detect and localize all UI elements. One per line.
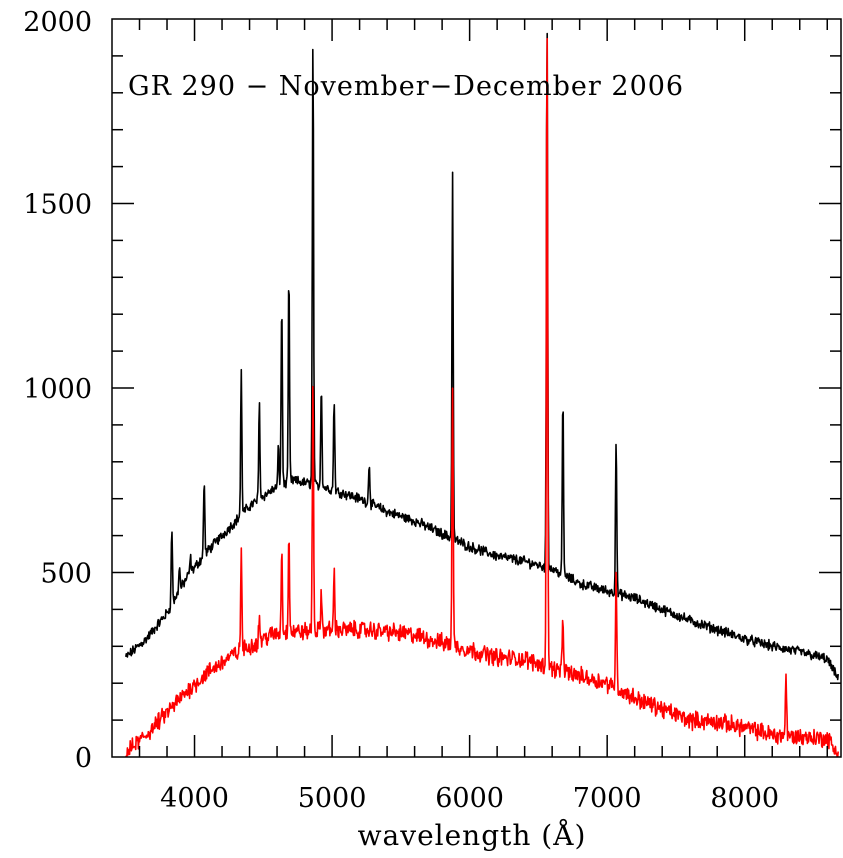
y-tick-label: 500 <box>40 559 92 590</box>
y-tick-label: 1500 <box>23 190 92 221</box>
y-tick-label: 2000 <box>23 7 92 38</box>
x-tick-label: 7000 <box>573 783 642 814</box>
x-tick-label: 5000 <box>298 783 367 814</box>
series-line-1 <box>125 37 839 757</box>
y-tick-label: 0 <box>75 743 92 774</box>
series-layer <box>125 32 839 757</box>
ticks-layer: 4000 5000 6000 7000 8000 0 500 1000 1500 2000 <box>23 7 841 814</box>
x-axis-title: wavelength (Å) <box>358 819 587 852</box>
series-line-0 <box>125 32 839 681</box>
x-tick-label: 6000 <box>435 783 504 814</box>
x-tick-label: 4000 <box>160 783 229 814</box>
y-tick-label: 1000 <box>23 374 92 405</box>
x-tick-label: 8000 <box>710 783 779 814</box>
chart-title: GR 290 − November−December 2006 <box>128 71 684 102</box>
